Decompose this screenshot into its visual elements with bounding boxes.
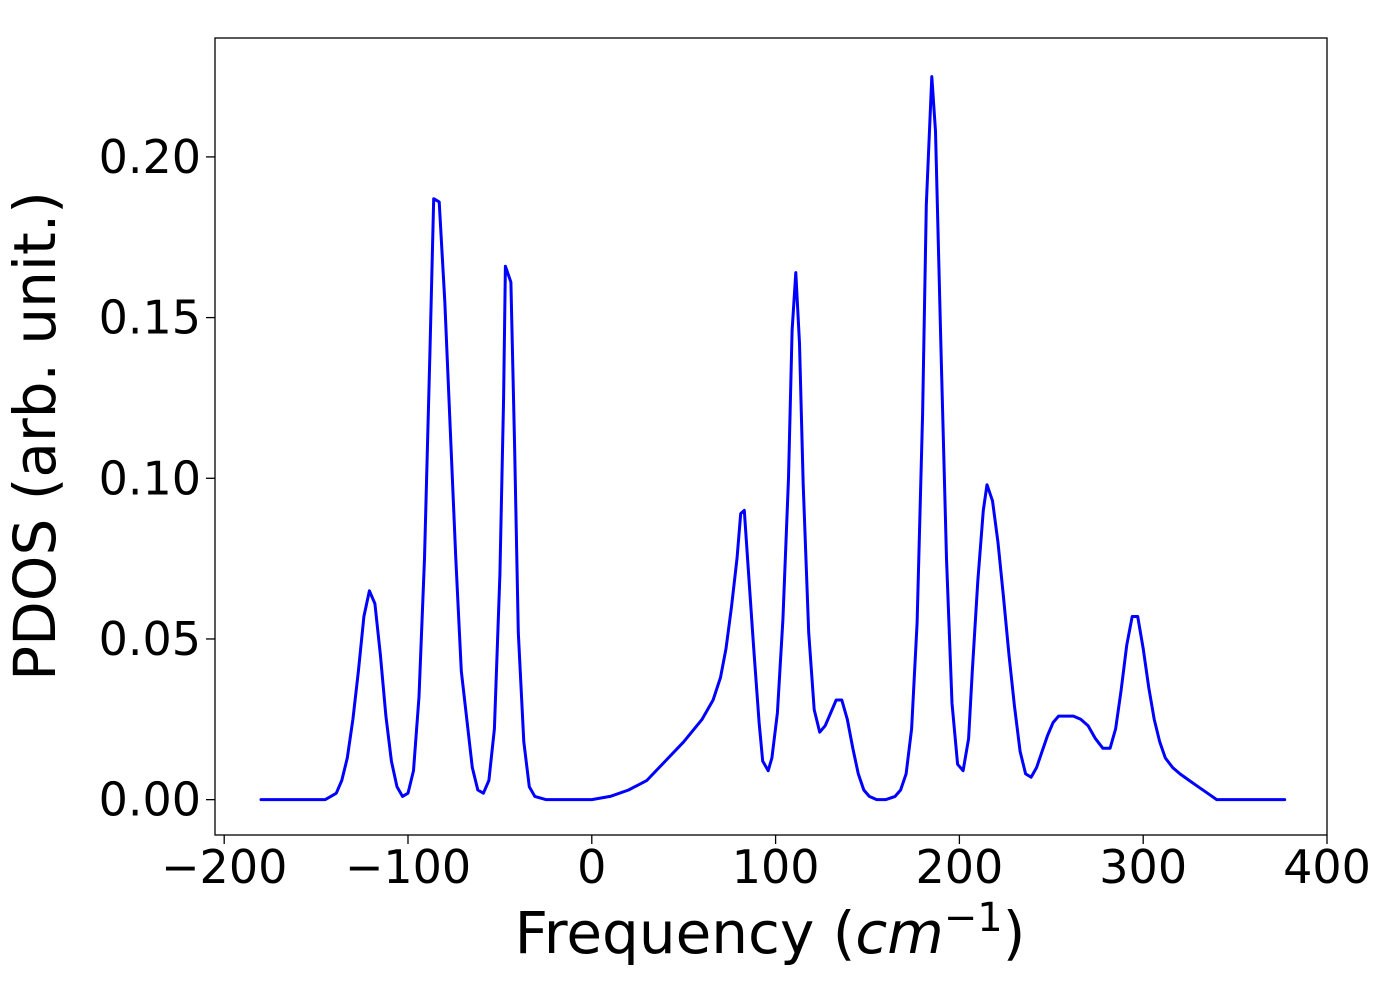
y-axis: 0.00 0.05 0.10 0.15 0.20 <box>99 130 215 827</box>
x-tick-label: 100 <box>732 840 820 894</box>
x-tick-label: −100 <box>345 840 471 894</box>
y-tick-label: 0.00 <box>99 773 201 827</box>
y-tick-label: 0.10 <box>99 451 201 505</box>
x-tick-label: 300 <box>1099 840 1187 894</box>
x-tick-label: −200 <box>161 840 287 894</box>
x-axis-label-superscript: −1 <box>944 895 1003 941</box>
x-axis-label: Frequency (cm−1) <box>515 895 1026 967</box>
x-tick-label: 400 <box>1283 840 1371 894</box>
pdos-series-line <box>259 75 1287 802</box>
y-tick-label: 0.20 <box>99 130 201 184</box>
x-tick-label: 200 <box>915 840 1003 894</box>
x-axis: −200 −100 0 100 200 300 400 <box>161 835 1371 894</box>
y-tick-label: 0.15 <box>99 291 201 345</box>
x-axis-label-prefix: Frequency ( <box>515 899 856 967</box>
x-axis-label-unit: cm <box>855 899 943 967</box>
plot-frame <box>214 37 1328 836</box>
x-tick-label: 0 <box>577 840 606 894</box>
x-axis-label-suffix: ) <box>1003 899 1026 967</box>
y-tick-label: 0.05 <box>99 612 201 666</box>
y-axis-label: PDOS (arb. unit.) <box>1 191 69 681</box>
